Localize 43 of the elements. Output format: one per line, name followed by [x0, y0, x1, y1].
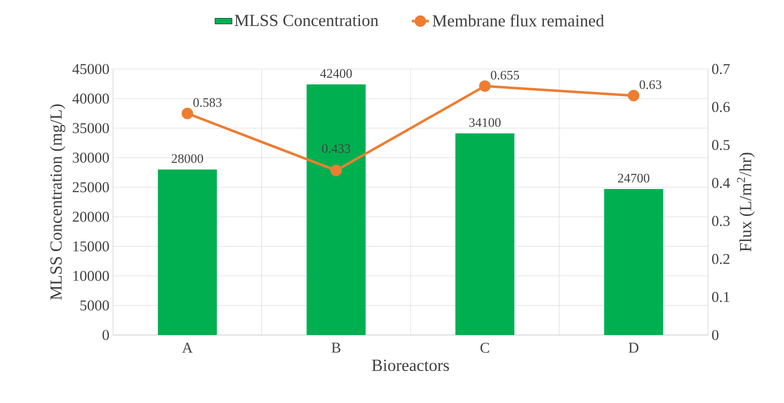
x-tick-label: D [628, 342, 638, 353]
data-label: 42400 [320, 69, 352, 78]
point [628, 90, 640, 102]
x-tick-label: B [332, 342, 340, 353]
x-tick-label: A [182, 342, 193, 353]
data-label: 34100 [469, 118, 501, 127]
point [182, 108, 194, 120]
y-tick-label: 35000 [72, 123, 109, 134]
point [330, 164, 342, 176]
y2-tick-label: 0.7 [712, 64, 730, 74]
x-axis-title: Bioreactors [372, 360, 449, 372]
point [479, 80, 491, 92]
data-label: 0.583 [193, 98, 222, 107]
data-label: 0.433 [322, 144, 350, 153]
bar [158, 169, 217, 335]
y2-tick-label: 0.1 [712, 292, 730, 302]
y2-tick-label: 0 [712, 330, 718, 340]
y2-tick-label: 0.5 [712, 140, 730, 150]
y2-tick-label: 0.2 [712, 254, 730, 264]
data-label: 0.655 [490, 70, 520, 80]
y-axis-title: MLSS Concentration (mg/L) [50, 104, 66, 300]
legend-label: Membrane flux remained [432, 14, 604, 27]
y-tick-label: 25000 [72, 182, 109, 192]
y2-axis-title: Flux (L/m$^{2}$/hr) [737, 152, 755, 252]
bar [455, 133, 514, 335]
y-tick-label: 30000 [72, 152, 109, 163]
y-tick-label: 20000 [72, 212, 109, 222]
y2-tick-label: 0.4 [712, 178, 730, 188]
y-tick-label: 0 [102, 330, 109, 340]
y2-tick-label: 0.6 [712, 102, 730, 112]
y-tick-label: 10000 [73, 270, 109, 281]
bar [604, 188, 664, 335]
y-tick-label: 15000 [73, 241, 109, 252]
data-label: 24700 [618, 174, 650, 182]
y-tick-label: 40000 [72, 94, 109, 104]
y-tick-label: 5000 [80, 300, 109, 310]
data-label: 28000 [172, 154, 204, 163]
bar [306, 84, 366, 335]
y2-tick-label: 0.3 [712, 216, 730, 226]
x-tick-label: C [480, 342, 490, 353]
data-label: 0.63 [640, 80, 662, 90]
legend-label: MLSS Concentration [234, 14, 378, 26]
y-tick-label: 45000 [72, 64, 109, 74]
